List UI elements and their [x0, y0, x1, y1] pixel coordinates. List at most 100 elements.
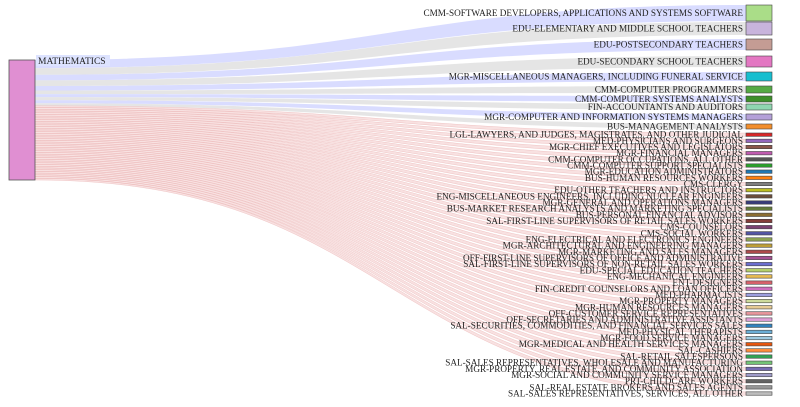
- target-node[interactable]: [745, 391, 773, 396]
- target-node[interactable]: [745, 292, 773, 297]
- target-node-label: SAL-SECURITIES, COMMODITIES, AND FINANCI…: [450, 321, 743, 331]
- flow-link[interactable]: [35, 97, 746, 110]
- target-node[interactable]: [745, 342, 773, 347]
- target-node[interactable]: [745, 212, 773, 217]
- source-node[interactable]: [8, 59, 36, 181]
- target-node-label: SAL-RETAIL SALESPERSONS: [620, 352, 743, 362]
- target-node[interactable]: [745, 323, 773, 328]
- target-node[interactable]: [745, 379, 773, 384]
- target-node[interactable]: [745, 360, 773, 365]
- target-node[interactable]: [745, 280, 773, 285]
- target-node-label: OFF-FIRST-LINE SUPERVISORS OF OFFICE AND…: [463, 253, 743, 263]
- flow-link[interactable]: [35, 22, 746, 75]
- target-node-label: BUS-MANAGEMENT ANALYSTS: [607, 122, 743, 132]
- target-node[interactable]: [745, 237, 773, 242]
- target-node[interactable]: [745, 38, 773, 51]
- flow-link[interactable]: [35, 39, 746, 81]
- target-node[interactable]: [745, 225, 773, 230]
- target-node-label: MGR-GENERAL AND OPERATIONS MANAGERS: [542, 197, 743, 207]
- target-node-label: MGR-MARKETING AND SALES MANAGERS: [558, 247, 743, 257]
- target-node-label: EDU-POSTSECONDARY TEACHERS: [594, 40, 743, 50]
- target-node[interactable]: [745, 268, 773, 273]
- target-node[interactable]: [745, 151, 773, 156]
- flow-link[interactable]: [35, 5, 746, 69]
- target-node-label: SAL-REAL ESTATE BROKERS AND SALES AGENTS: [529, 382, 743, 392]
- target-node[interactable]: [745, 243, 773, 248]
- target-node-label: MGR-HUMAN RESOURCES MANAGERS: [575, 302, 743, 312]
- target-node-label: MGR-ARCHITECTURAL AND ENGINEERING MANAGE…: [503, 241, 743, 251]
- target-node-label: LGL-LAWYERS, AND JUDGES, MAGISTRATES, AN…: [449, 130, 743, 140]
- target-node-label: CMM-SOFTWARE DEVELOPERS, APPLICATIONS AN…: [423, 8, 743, 18]
- target-node[interactable]: [745, 4, 773, 22]
- flow-link[interactable]: [34, 145, 747, 279]
- target-node[interactable]: [745, 113, 773, 121]
- target-node[interactable]: [745, 385, 773, 390]
- target-node-label: MGR-FINANCIAL MANAGERS: [616, 148, 743, 158]
- target-node-label: MGR-COMPUTER AND INFORMATION SYSTEMS MAN…: [484, 112, 743, 122]
- target-node[interactable]: [745, 71, 773, 82]
- flow-link[interactable]: [35, 86, 746, 95]
- target-node[interactable]: [745, 249, 773, 254]
- target-node[interactable]: [745, 138, 773, 143]
- target-node-label: FIN-CREDIT COUNSELORS AND LOAN OFFICERS: [535, 284, 743, 294]
- target-node-label: MED-PHYSICIANS AND SURGEONS: [593, 136, 743, 146]
- target-node[interactable]: [745, 348, 773, 353]
- target-node[interactable]: [745, 194, 773, 199]
- target-node[interactable]: [745, 21, 773, 36]
- target-node[interactable]: [745, 145, 773, 150]
- target-node-label: CMS-SOCIAL WORKERS: [641, 228, 743, 238]
- target-node-label: MGR-PROPERTY MANAGERS: [619, 296, 743, 306]
- target-labels: CMM-SOFTWARE DEVELOPERS, APPLICATIONS AN…: [423, 8, 743, 399]
- target-node-label: EDU-ELEMENTARY AND MIDDLE SCHOOL TEACHER…: [512, 24, 743, 34]
- target-node[interactable]: [745, 188, 773, 193]
- target-node-label: SAL-SALES REPRESENTATIVES, SERVICES, ALL…: [508, 389, 744, 399]
- target-node-label: CMM-COMPUTER SYSTEMS ANALYSTS: [575, 94, 743, 104]
- target-node-label: OFF-SECRETARIES AND ADMINISTRATIVE ASSIS…: [506, 315, 743, 325]
- target-node-label: BUS-HUMAN RESOURCES WORKERS: [585, 173, 743, 183]
- target-node[interactable]: [745, 274, 773, 279]
- flow-link[interactable]: [35, 100, 746, 120]
- target-node[interactable]: [745, 200, 773, 205]
- target-node[interactable]: [745, 311, 773, 316]
- target-node[interactable]: [745, 305, 773, 310]
- target-node[interactable]: [745, 103, 773, 111]
- target-node-label: SAL-SALES REPRESENTATIVES, WHOLESALE AND…: [445, 358, 743, 368]
- target-node[interactable]: [745, 262, 773, 267]
- target-node[interactable]: [745, 206, 773, 211]
- target-node[interactable]: [745, 182, 773, 186]
- target-node[interactable]: [745, 157, 773, 162]
- target-node[interactable]: [745, 132, 773, 137]
- target-node[interactable]: [745, 373, 773, 378]
- flow-link[interactable]: [35, 94, 746, 102]
- target-node-label: SAL-FIRST-LINE SUPERVISORS OF NON-RETAIL…: [463, 259, 743, 269]
- target-node[interactable]: [745, 255, 773, 260]
- target-node[interactable]: [745, 169, 773, 174]
- flow-link[interactable]: [35, 72, 746, 91]
- target-node[interactable]: [745, 175, 773, 180]
- target-node-label: MGR-EDUCATION ADMINISTRATORS: [585, 167, 743, 177]
- target-node-label: EDU-OTHER TEACHERS AND INSTRUCTORS: [554, 185, 743, 195]
- target-node-label: EDU-SECONDARY SCHOOL TEACHERS: [577, 57, 743, 67]
- target-node-label: MGR-FOOD SERVICE MANAGERS: [600, 333, 743, 343]
- target-node[interactable]: [745, 85, 773, 94]
- target-node[interactable]: [745, 354, 773, 359]
- target-node[interactable]: [745, 286, 773, 291]
- target-node[interactable]: [745, 366, 773, 371]
- target-node[interactable]: [745, 317, 773, 322]
- flow-link[interactable]: [34, 122, 747, 199]
- target-node[interactable]: [745, 329, 773, 334]
- target-node[interactable]: [745, 218, 773, 223]
- target-node[interactable]: [745, 55, 773, 68]
- target-node[interactable]: [745, 231, 773, 236]
- target-node-label: ENG-MISCELLANEOUS ENGINEERS, INCLUDING N…: [437, 191, 744, 201]
- target-node-label: CMM-COMPUTER OCCUPATIONS, ALL OTHER: [548, 154, 744, 164]
- target-node[interactable]: [745, 123, 773, 130]
- flow-link[interactable]: [35, 56, 746, 86]
- target-node[interactable]: [745, 95, 773, 103]
- target-node[interactable]: [745, 299, 773, 304]
- flow-link[interactable]: [35, 103, 746, 129]
- target-node[interactable]: [745, 336, 773, 341]
- target-node[interactable]: [745, 163, 773, 168]
- target-node-label: MGR-SOCIAL AND COMMUNITY SERVICE MANAGER…: [511, 370, 743, 380]
